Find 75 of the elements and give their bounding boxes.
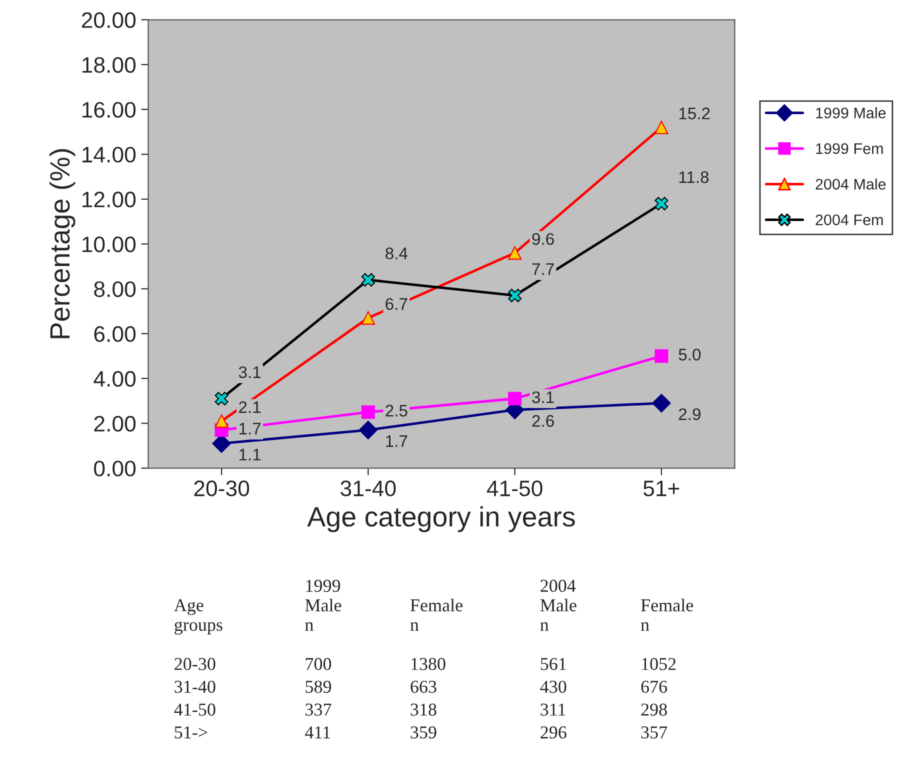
text: 411: [305, 726, 330, 738]
data-label: 15.2: [679, 108, 710, 120]
point: [654, 120, 668, 134]
text: 1380: [412, 658, 446, 670]
text: 589: [306, 680, 332, 693]
text: 20-30: [174, 658, 216, 670]
y-tick-label: 20.00: [82, 12, 136, 28]
text: Age groups: [174, 599, 222, 635]
text: Female n: [410, 598, 462, 631]
point: [361, 273, 375, 287]
point: [361, 405, 375, 419]
y-tick-label: 18.00: [82, 57, 136, 73]
point: [654, 196, 668, 210]
point: [654, 349, 668, 363]
point: [361, 311, 375, 325]
x-axis-title: Age category in years: [307, 506, 575, 532]
y-tick-label: 16.00: [82, 102, 136, 118]
data-label: 3.1: [238, 366, 261, 378]
text: 337: [306, 704, 332, 716]
y-tick-label: 2.00: [94, 416, 136, 432]
point: [652, 394, 671, 412]
data-label: 7.7: [532, 263, 554, 275]
point: [508, 246, 522, 260]
text: 2004 Male n: [540, 580, 576, 631]
text: 357: [641, 726, 668, 739]
text: 430: [540, 680, 566, 693]
text: 311: [540, 704, 566, 716]
y-tick-label: 14.00: [82, 146, 136, 163]
text: 359: [410, 726, 436, 739]
y-axis-title: Percentage (%): [49, 149, 76, 338]
y-tick-label: 6.00: [94, 326, 136, 342]
text: 31-40: [174, 680, 216, 693]
text: 1999 Male n: [305, 580, 342, 631]
data-label: 11.8: [679, 171, 709, 184]
text: 296: [540, 726, 566, 739]
x-tick-label: 41-50: [486, 480, 542, 496]
legend-label: 1999 Male: [816, 107, 886, 118]
data-label: 2.9: [678, 408, 700, 420]
y-tick-label: 12.00: [82, 192, 136, 208]
text: 561: [540, 658, 566, 670]
text: Female n: [640, 598, 694, 631]
y-tick-label: 10.00: [82, 236, 136, 252]
y-tick-label: 8.00: [94, 281, 136, 298]
data-label: 3.1: [532, 391, 554, 404]
x-tick-label: 20-30: [194, 480, 250, 496]
y-tick-label: 4.00: [94, 371, 136, 387]
y-tick-label: 0.00: [94, 460, 136, 476]
data-label: 2.5: [386, 404, 408, 417]
text: 51->: [174, 726, 208, 739]
point: [358, 420, 378, 440]
text: 298: [641, 704, 667, 716]
point: [508, 288, 522, 302]
text: 1052: [642, 658, 676, 670]
data-label: 1.7: [386, 435, 408, 447]
data-label: 8.4: [386, 248, 408, 260]
text: 700: [306, 658, 332, 670]
data-label: 9.6: [532, 233, 554, 245]
x-tick-label: 51+: [643, 480, 680, 496]
point: [214, 414, 228, 428]
data-label: 6.7: [386, 298, 408, 310]
legend-label: 1999 Fem: [816, 143, 883, 154]
data-label: 1.1: [239, 448, 261, 460]
point: [508, 392, 522, 406]
text: 318: [410, 704, 436, 716]
x-tick-label: 31-40: [340, 480, 396, 496]
text: 41-50: [174, 704, 216, 716]
data-label: 2.6: [532, 415, 554, 427]
text: 676: [641, 680, 668, 693]
legend-label: 2004 Fem: [816, 214, 883, 226]
data-label: 2.1: [239, 401, 261, 413]
data-label: 5.0: [678, 348, 701, 361]
point: [214, 392, 228, 406]
text: 663: [410, 680, 436, 693]
legend-label: 2004 Male: [816, 178, 886, 190]
data-label: 1.7: [239, 422, 261, 434]
